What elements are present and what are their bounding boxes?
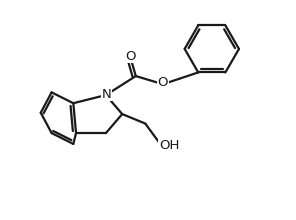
Text: OH: OH — [159, 139, 179, 152]
Text: N: N — [102, 88, 112, 101]
Text: O: O — [125, 50, 136, 63]
Text: O: O — [158, 75, 168, 88]
